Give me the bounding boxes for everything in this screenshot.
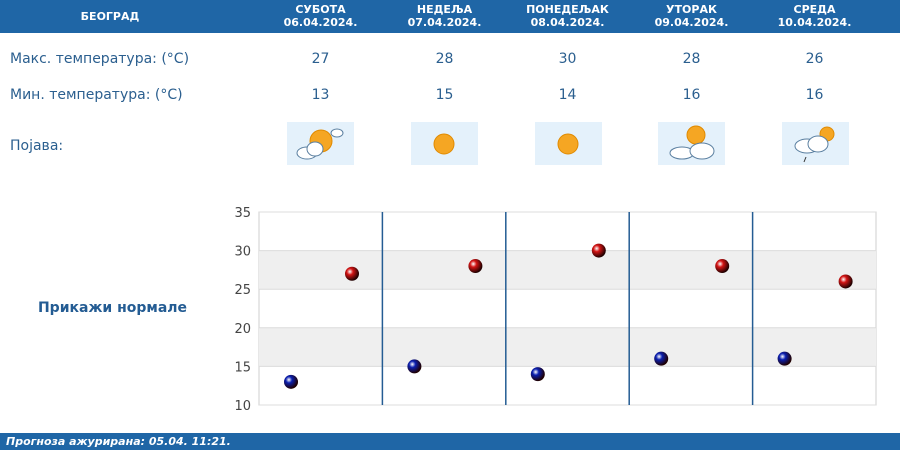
min-temp-point bbox=[530, 367, 545, 382]
plot-band bbox=[259, 250, 876, 290]
plot-area bbox=[258, 211, 877, 406]
min-temp-value: 15 bbox=[435, 87, 454, 103]
day-date: 06.04.2024. bbox=[283, 16, 358, 29]
day-name: УТОРАК bbox=[666, 3, 717, 16]
day-header-5: СРЕДА 10.04.2024. bbox=[753, 3, 876, 29]
cloudy-light-rain-icon bbox=[782, 122, 849, 165]
y-tick-label: 30 bbox=[234, 245, 251, 260]
forecast-header: БЕОГРАД СУБОТА 06.04.2024. НЕДЕЉА 07.04.… bbox=[0, 0, 900, 33]
show-normals-link[interactable]: Прикажи нормале bbox=[37, 300, 188, 316]
max-temp-point bbox=[345, 266, 359, 281]
day-name: ПОНЕДЕЉАК bbox=[526, 3, 609, 16]
temperature-chart: 35 30 25 20 15 10 bbox=[234, 206, 877, 414]
max-temp-point bbox=[715, 259, 730, 274]
min-temp-value: 16 bbox=[805, 87, 824, 103]
city-name: БЕОГРАД bbox=[80, 10, 140, 23]
partly-cloudy-icon bbox=[658, 122, 725, 165]
max-temp-point bbox=[468, 259, 483, 274]
min-temp-point bbox=[777, 351, 792, 366]
y-tick-label: 20 bbox=[234, 322, 251, 337]
min-temp-point bbox=[654, 351, 669, 366]
max-temp-value: 28 bbox=[435, 51, 454, 67]
min-temp-value: 13 bbox=[311, 87, 330, 103]
max-temp-value: 26 bbox=[805, 51, 824, 67]
max-temp-point bbox=[591, 243, 606, 258]
day-header-4: УТОРАК 09.04.2024. bbox=[630, 3, 753, 29]
sun-icon bbox=[535, 122, 602, 165]
min-temp-point bbox=[284, 374, 298, 389]
day-date: 09.04.2024. bbox=[654, 16, 729, 29]
day-header-2: НЕДЕЉА 07.04.2024. bbox=[383, 3, 506, 29]
sun-icon bbox=[411, 122, 478, 165]
min-temp-value: 14 bbox=[558, 87, 577, 103]
day-name: СРЕДА bbox=[793, 3, 836, 16]
y-tick-label: 35 bbox=[234, 206, 251, 221]
day-header-1: СУБОТА 06.04.2024. bbox=[259, 3, 382, 29]
max-temp-value: 30 bbox=[558, 51, 577, 67]
y-tick-label: 10 bbox=[234, 399, 251, 414]
phenomenon-label: Појава: bbox=[10, 138, 64, 154]
min-temp-point bbox=[407, 359, 422, 374]
day-date: 07.04.2024. bbox=[407, 16, 482, 29]
min-temp-value: 16 bbox=[682, 87, 701, 103]
max-temp-point bbox=[838, 274, 853, 289]
day-date: 10.04.2024. bbox=[777, 16, 852, 29]
plot-band bbox=[259, 327, 876, 367]
y-tick-label: 15 bbox=[234, 360, 251, 375]
day-header-3: ПОНЕДЕЉАК 08.04.2024. bbox=[506, 3, 629, 29]
max-temp-value: 27 bbox=[311, 51, 330, 67]
day-name: СУБОТА bbox=[295, 3, 346, 16]
forecast-updated-footer: Прогноза ажурирана: 05.04. 11:21. bbox=[0, 433, 900, 450]
day-date: 08.04.2024. bbox=[530, 16, 605, 29]
min-temp-label: Мин. температура: (°C) bbox=[10, 87, 183, 103]
y-tick-label: 25 bbox=[234, 283, 251, 298]
day-name: НЕДЕЉА bbox=[416, 3, 473, 16]
max-temp-value: 28 bbox=[682, 51, 701, 67]
sun-with-clouds-icon bbox=[287, 122, 354, 165]
max-temp-label: Макс. температура: (°C) bbox=[10, 51, 190, 67]
